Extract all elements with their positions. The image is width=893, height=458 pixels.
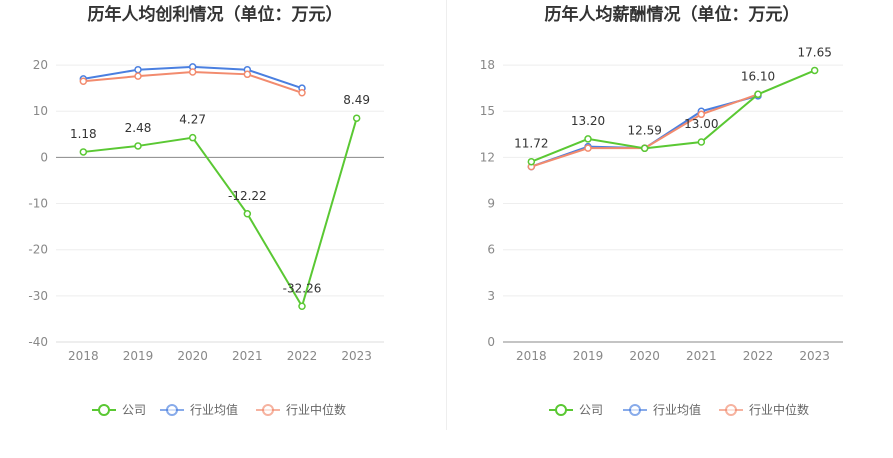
data-point [352, 114, 361, 122]
data-point [584, 135, 592, 143]
y-tick-label: -10 [28, 197, 48, 211]
legend-label: 行业中位数 [286, 402, 346, 417]
data-point [243, 70, 252, 79]
data-point [134, 142, 142, 150]
x-tick-label: 2018 [516, 349, 547, 363]
y-tick-label: -30 [28, 289, 48, 303]
legend-label: 公司 [579, 403, 603, 417]
legend-swatch-marker [629, 404, 641, 416]
y-tick-label: 18 [480, 58, 495, 72]
data-label: -12.22 [228, 189, 267, 203]
data-point [79, 77, 88, 85]
data-point [754, 90, 762, 99]
data-point [697, 138, 706, 146]
y-tick-label: 10 [33, 104, 48, 118]
series-line-0 [530, 69, 816, 163]
series-line-0 [83, 117, 358, 309]
data-point [697, 110, 706, 119]
data-point [79, 148, 88, 156]
data-label: 12.59 [627, 123, 661, 137]
x-tick-label: 2018 [68, 349, 99, 363]
legend-swatch-marker [98, 404, 110, 416]
x-tick-label: 2020 [629, 349, 660, 363]
y-tick-label: 6 [487, 243, 495, 257]
x-tick-label: 2020 [177, 349, 208, 363]
legend-swatch-marker [262, 404, 274, 416]
data-label: -32.26 [283, 281, 322, 295]
legend-label: 公司 [122, 403, 146, 417]
legend-swatch-marker [166, 404, 178, 416]
y-tick-label: 0 [40, 150, 48, 164]
salary-per-capita-chart: 历年人均薪酬情况（单位：万元） 18 15 12 9 6 3 0 2018 2019 2020 202… [447, 0, 893, 458]
legend-swatch-marker [555, 404, 567, 416]
chart-title: 历年人均薪酬情况（单位：万元） [545, 4, 800, 25]
y-tick-label: -40 [28, 335, 48, 349]
data-point [527, 157, 536, 166]
x-tick-label: 2023 [341, 349, 372, 363]
data-label: 8.49 [343, 93, 370, 107]
profit-chart-svg: 历年人均创利情况（单位：万元） 20 10 0 -10 -20 -30 -40 2018 2019… [28, 4, 384, 417]
data-label: 2.48 [125, 121, 152, 135]
data-point [810, 66, 819, 75]
data-label: 11.72 [514, 137, 548, 151]
data-label: 1.18 [70, 127, 97, 141]
y-tick-label: 15 [480, 104, 495, 118]
x-tick-label: 2019 [573, 349, 604, 363]
legend-label: 行业中位数 [749, 402, 809, 417]
data-point [134, 72, 142, 80]
panel-divider [446, 0, 447, 430]
legend-swatch-marker [725, 404, 737, 416]
data-point [298, 89, 306, 97]
data-point [134, 65, 142, 74]
y-tick-label: 0 [487, 335, 495, 349]
y-tick-label: 12 [480, 150, 495, 164]
data-label: 16.10 [741, 69, 775, 83]
data-point [188, 133, 197, 142]
data-label: 13.00 [684, 117, 718, 131]
y-tick-label: 3 [487, 289, 495, 303]
data-point [298, 302, 306, 311]
legend-label: 行业均值 [190, 402, 238, 417]
data-point [188, 68, 197, 76]
x-tick-label: 2021 [686, 349, 717, 363]
x-tick-label: 2022 [287, 349, 318, 363]
x-tick-label: 2019 [123, 349, 154, 363]
y-tick-label: -20 [28, 243, 48, 257]
y-tick-label: 9 [487, 197, 495, 211]
profit-per-capita-chart: 历年人均创利情况（单位：万元） 20 10 0 -10 -20 -30 -40 2018 2019… [0, 0, 446, 458]
data-label: 13.20 [571, 114, 605, 128]
data-point [584, 144, 592, 152]
x-tick-label: 2023 [799, 349, 830, 363]
data-label: 17.65 [797, 45, 831, 59]
x-tick-label: 2021 [232, 349, 263, 363]
data-label: 4.27 [179, 113, 206, 127]
data-point [243, 210, 252, 218]
y-tick-label: 20 [33, 58, 48, 72]
x-tick-label: 2022 [743, 349, 774, 363]
data-point [640, 144, 649, 153]
legend-label: 行业均值 [653, 402, 701, 417]
salary-chart-svg: 历年人均薪酬情况（单位：万元） 18 15 12 9 6 3 0 2018 2019 2020 202… [480, 4, 843, 417]
chart-title: 历年人均创利情况（单位：万元） [88, 4, 343, 25]
